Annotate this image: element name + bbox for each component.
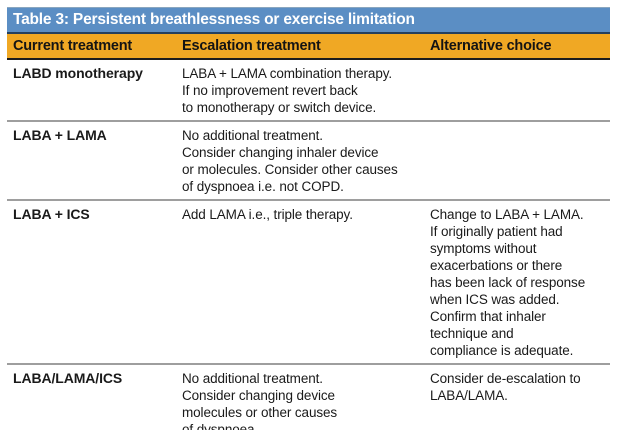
treatment-table: Table 3: Persistent breathlessness or ex… <box>7 7 610 430</box>
column-header-alternative-choice: Alternative choice <box>430 38 552 54</box>
table-row: LABA/LAMA/ICS No additional treatment. C… <box>7 363 610 430</box>
escalation-treatment-cell: No additional treatment. Consider changi… <box>182 371 338 430</box>
escalation-treatment-cell: Add LAMA i.e., triple therapy. <box>182 207 353 222</box>
table-row: LABA + ICS Add LAMA i.e., triple therapy… <box>7 199 610 363</box>
header-body-divider <box>7 58 610 60</box>
current-treatment-cell: LABA + ICS <box>13 206 90 222</box>
table-title-bar: Table 3: Persistent breathlessness or ex… <box>7 7 610 32</box>
alternative-choice-cell: Consider de-escalation to LABA/LAMA. <box>430 371 581 403</box>
table-row: LABA + LAMA No additional treatment. Con… <box>7 120 610 199</box>
current-treatment-cell: LABD monotherapy <box>13 65 143 81</box>
current-treatment-cell: LABA + LAMA <box>13 127 107 143</box>
title-header-divider <box>7 32 610 34</box>
alternative-choice-cell <box>430 122 610 199</box>
column-header-current-treatment: Current treatment <box>13 38 133 54</box>
escalation-treatment-cell: No additional treatment. Consider changi… <box>182 128 398 194</box>
table-row: LABD monotherapy LABA + LAMA combination… <box>7 60 610 120</box>
column-header-escalation-treatment: Escalation treatment <box>182 38 321 54</box>
column-header-row: Current treatment Escalation treatment A… <box>7 34 610 58</box>
escalation-treatment-cell: LABA + LAMA combination therapy. If no i… <box>182 66 393 115</box>
table-title: Table 3: Persistent breathlessness or ex… <box>13 11 415 28</box>
alternative-choice-cell: Change to LABA + LAMA. If originally pat… <box>430 207 586 358</box>
alternative-choice-cell <box>430 60 610 120</box>
current-treatment-cell: LABA/LAMA/ICS <box>13 370 123 386</box>
